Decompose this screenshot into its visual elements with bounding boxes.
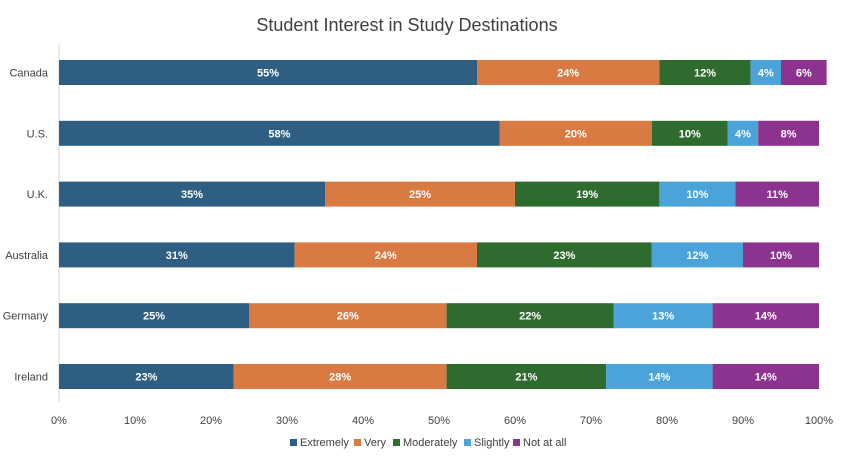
data-label: 10% <box>770 250 792 262</box>
chart-title: Student Interest in Study Destinations <box>256 15 557 35</box>
bar-segment <box>477 242 652 268</box>
data-label: 55% <box>257 68 279 80</box>
bar-segment <box>758 120 819 146</box>
x-tick-label: 60% <box>504 415 526 427</box>
bar-segment <box>712 364 819 389</box>
data-label: 10% <box>679 128 701 140</box>
data-label: 24% <box>557 68 579 80</box>
bar-segment <box>59 364 234 389</box>
legend-item: Slightly <box>464 437 510 449</box>
data-label: 26% <box>337 311 359 323</box>
legend-item: Very <box>354 437 387 449</box>
category-label: Ireland <box>14 372 48 384</box>
bar-segment <box>59 60 477 85</box>
legend-item: Moderately <box>393 437 458 449</box>
data-label: 35% <box>181 189 203 201</box>
category-label: U.S. <box>27 128 48 140</box>
bar-segment <box>325 181 515 207</box>
data-label: 14% <box>648 372 670 384</box>
bar-segment <box>515 181 660 207</box>
bar-segment <box>294 242 477 268</box>
x-tick-label: 90% <box>732 415 754 427</box>
data-label: 58% <box>268 128 290 140</box>
data-label: 4% <box>735 128 751 140</box>
data-label: 31% <box>166 250 188 262</box>
data-label: 4% <box>758 68 774 80</box>
data-label: 14% <box>755 372 777 384</box>
bar-segment <box>606 364 713 389</box>
data-label: 13% <box>652 311 674 323</box>
legend-label: Very <box>364 437 387 449</box>
x-tick-label: 70% <box>580 415 602 427</box>
legend-label: Slightly <box>474 437 510 449</box>
bar-segment <box>59 120 500 146</box>
data-label: 23% <box>135 372 157 384</box>
x-tick-label: 0% <box>51 415 67 427</box>
data-label: 25% <box>409 189 431 201</box>
x-tick-label: 20% <box>200 415 222 427</box>
legend-item: Not at all <box>513 437 566 449</box>
bar-segment <box>735 181 819 207</box>
data-label: 24% <box>375 250 397 262</box>
bar-segment <box>651 120 728 146</box>
bar-segment <box>727 120 759 146</box>
plot-area: Canada 55% 24% 12% 4% 6% U.S. 58% 20% 10% 4% 8% U.K.… <box>3 44 827 402</box>
category-label: Australia <box>5 250 49 262</box>
x-tick-label: 10% <box>124 415 146 427</box>
category-label: Germany <box>3 311 49 323</box>
legend-swatch <box>354 439 361 446</box>
legend-swatch <box>513 439 520 446</box>
bar-segment <box>499 120 652 146</box>
data-label: 12% <box>686 250 708 262</box>
data-label: 20% <box>565 128 587 140</box>
bar-segment <box>750 60 781 85</box>
bar-segment <box>712 303 819 329</box>
bar-segment <box>659 60 751 85</box>
data-label: 19% <box>576 189 598 201</box>
legend-swatch <box>393 439 400 446</box>
legend-label: Moderately <box>403 437 458 449</box>
data-label: 14% <box>755 311 777 323</box>
bar-segment <box>659 181 736 207</box>
legend: Extremely Very Moderately Slightly Not at al… <box>290 437 566 449</box>
bar-segment <box>233 364 447 389</box>
x-tick-label: 100% <box>805 415 833 427</box>
data-label: 12% <box>694 68 716 80</box>
data-label: 6% <box>796 68 812 80</box>
bar-segment <box>477 60 660 85</box>
bar-segment <box>651 242 743 268</box>
data-label: 25% <box>143 311 165 323</box>
x-tick-label: 30% <box>276 415 298 427</box>
bar-segment <box>59 242 295 268</box>
bar-segment <box>613 303 713 329</box>
data-label: 28% <box>329 372 351 384</box>
data-label: 21% <box>515 372 537 384</box>
category-label: U.K. <box>27 189 48 201</box>
data-label: 10% <box>686 189 708 201</box>
category-label: Canada <box>9 68 48 80</box>
x-axis: 0% 10% 20% 30% 40% 50% 60% 70% 80% 90% 100% <box>51 415 833 427</box>
bar-segment <box>446 303 614 329</box>
data-label: 22% <box>519 311 541 323</box>
data-label: 11% <box>766 189 788 201</box>
legend-label: Extremely <box>300 437 349 449</box>
bar-segment <box>59 181 325 207</box>
legend-swatch <box>464 439 471 446</box>
bar-segment <box>446 364 607 389</box>
bar-segment <box>249 303 447 329</box>
x-tick-label: 80% <box>656 415 678 427</box>
legend-label: Not at all <box>523 437 566 449</box>
bar-segment <box>743 242 819 268</box>
bar-segment <box>781 60 827 85</box>
x-tick-label: 40% <box>352 415 374 427</box>
legend-swatch <box>290 439 297 446</box>
data-label: 23% <box>553 250 575 262</box>
bar-segment <box>59 303 249 329</box>
x-tick-label: 50% <box>428 415 450 427</box>
legend-item: Extremely <box>290 437 349 449</box>
data-label: 8% <box>781 128 797 140</box>
